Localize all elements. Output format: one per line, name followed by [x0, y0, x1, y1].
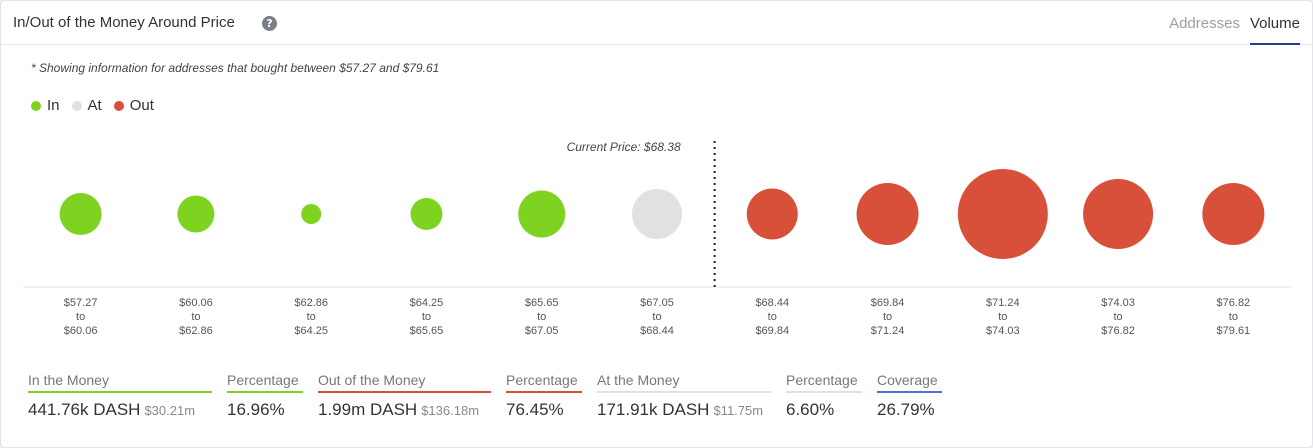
stat-label: Percentage — [227, 372, 299, 388]
x-tick-label: $69.84 — [755, 325, 789, 337]
legend-label-at: At — [87, 97, 102, 114]
x-tick-label: $74.03 — [986, 325, 1020, 337]
bubble-out — [1202, 183, 1265, 245]
x-tick-label: $68.44 — [640, 325, 674, 337]
legend-dot-at — [71, 100, 82, 111]
x-tick-label: to — [307, 311, 316, 323]
stat-percentage-at: Percentage 6.60% — [786, 372, 862, 420]
stat-label: Percentage — [506, 372, 578, 388]
view-tabs: Addresses Volume — [1159, 1, 1300, 45]
x-tick-label: to — [422, 311, 431, 323]
card-title: In/Out of the Money Around Price — [13, 14, 235, 31]
x-tick-label: $79.61 — [1217, 325, 1251, 337]
stat-value: 26.79% — [877, 400, 935, 419]
x-tick-label: $76.82 — [1217, 297, 1251, 309]
stat-label: Percentage — [786, 372, 858, 388]
x-tick-label: $67.05 — [525, 325, 559, 337]
stat-in-the-money: In the Money 441.76k DASH $30.21m — [28, 372, 212, 420]
x-tick-label: $62.86 — [179, 325, 213, 337]
stat-coverage: Coverage 26.79% — [877, 372, 942, 420]
chart-legend: In At Out — [31, 97, 166, 114]
stat-percentage-out: Percentage 76.45% — [506, 372, 582, 420]
x-tick-label: to — [652, 311, 661, 323]
legend-label-out: Out — [129, 97, 154, 114]
legend-dot-in — [31, 100, 41, 111]
tab-addresses[interactable]: Addresses — [1169, 15, 1240, 32]
stat-at-the-money: At the Money 171.91k DASH $11.75m — [597, 372, 771, 420]
range-note: * Showing information for addresses that… — [31, 61, 440, 75]
bubble-in — [59, 193, 102, 235]
x-tick-label: to — [883, 311, 892, 323]
x-tick-label: $60.06 — [179, 297, 213, 309]
x-tick-label: $67.05 — [640, 297, 674, 309]
bubble-at — [632, 189, 682, 239]
x-tick-label: $69.84 — [871, 297, 905, 309]
legend-dot-out — [113, 100, 124, 111]
x-tick-label: $74.03 — [1101, 297, 1135, 309]
stat-value: 1.99m DASH $136.18m — [318, 400, 480, 419]
x-tick-label: to — [768, 311, 777, 323]
bubble-in — [518, 190, 566, 238]
x-tick-label: $68.44 — [755, 297, 789, 309]
x-tick-label: to — [191, 311, 200, 323]
stat-label: Coverage — [877, 372, 938, 388]
stat-underline — [597, 391, 771, 393]
x-tick-label: $65.65 — [525, 297, 559, 309]
stat-out-of-the-money: Out of the Money 1.99m DASH $136.18m — [318, 372, 491, 420]
x-tick-label: $62.86 — [294, 297, 328, 309]
stat-label: In the Money — [28, 372, 109, 388]
legend-item-out[interactable]: Out — [113, 97, 154, 114]
x-tick-label: $57.27 — [64, 297, 98, 309]
bubble-in — [410, 198, 443, 230]
bubble-chart: Current Price: $68.38 $57.27 to $60.06 $60.0… — [23, 140, 1291, 337]
bubble-out — [957, 169, 1048, 259]
stat-underline — [506, 391, 582, 393]
x-tick-label: to — [537, 311, 546, 323]
stat-label: At the Money — [597, 372, 680, 388]
card-header: In/Out of the Money Around Price ? Addre… — [1, 1, 1312, 45]
x-tick-label: to — [998, 311, 1007, 323]
help-icon[interactable]: ? — [262, 16, 277, 31]
x-tick-label: to — [76, 311, 85, 323]
x-tick-label: $76.82 — [1101, 325, 1135, 337]
stat-underline — [786, 391, 862, 393]
x-tick-label: to — [1229, 311, 1238, 323]
bubble-out — [1083, 179, 1154, 249]
x-tick-label: $64.25 — [294, 325, 328, 337]
bubble-in — [301, 204, 322, 224]
bubble-out — [856, 183, 919, 245]
stat-value: 6.60% — [786, 400, 835, 419]
legend-item-at[interactable]: At — [71, 97, 102, 114]
x-tick-label: to — [1113, 311, 1122, 323]
stat-underline — [28, 391, 212, 393]
x-tick-label: $71.24 — [986, 297, 1020, 309]
stat-underline — [227, 391, 303, 393]
bubble-out — [746, 188, 798, 240]
stat-value: 16.96% — [227, 400, 285, 419]
stat-percentage-in: Percentage 16.96% — [227, 372, 303, 420]
stat-label: Out of the Money — [318, 372, 426, 388]
legend-item-in[interactable]: In — [31, 97, 60, 114]
stat-underline — [318, 391, 491, 393]
bubble-in — [177, 195, 215, 233]
x-tick-label: $71.24 — [871, 325, 905, 337]
legend-label-in: In — [47, 97, 60, 114]
current-price-label: Current Price: $68.38 — [567, 140, 681, 154]
stat-value: 171.91k DASH $11.75m — [597, 400, 764, 419]
x-tick-label: $65.65 — [410, 325, 444, 337]
x-tick-label: $60.06 — [64, 325, 98, 337]
stat-value: 441.76k DASH $30.21m — [28, 400, 196, 419]
stat-value: 76.45% — [506, 400, 564, 419]
stat-underline — [877, 391, 942, 393]
tab-volume[interactable]: Volume — [1249, 1, 1300, 45]
x-tick-label: $64.25 — [410, 297, 444, 309]
